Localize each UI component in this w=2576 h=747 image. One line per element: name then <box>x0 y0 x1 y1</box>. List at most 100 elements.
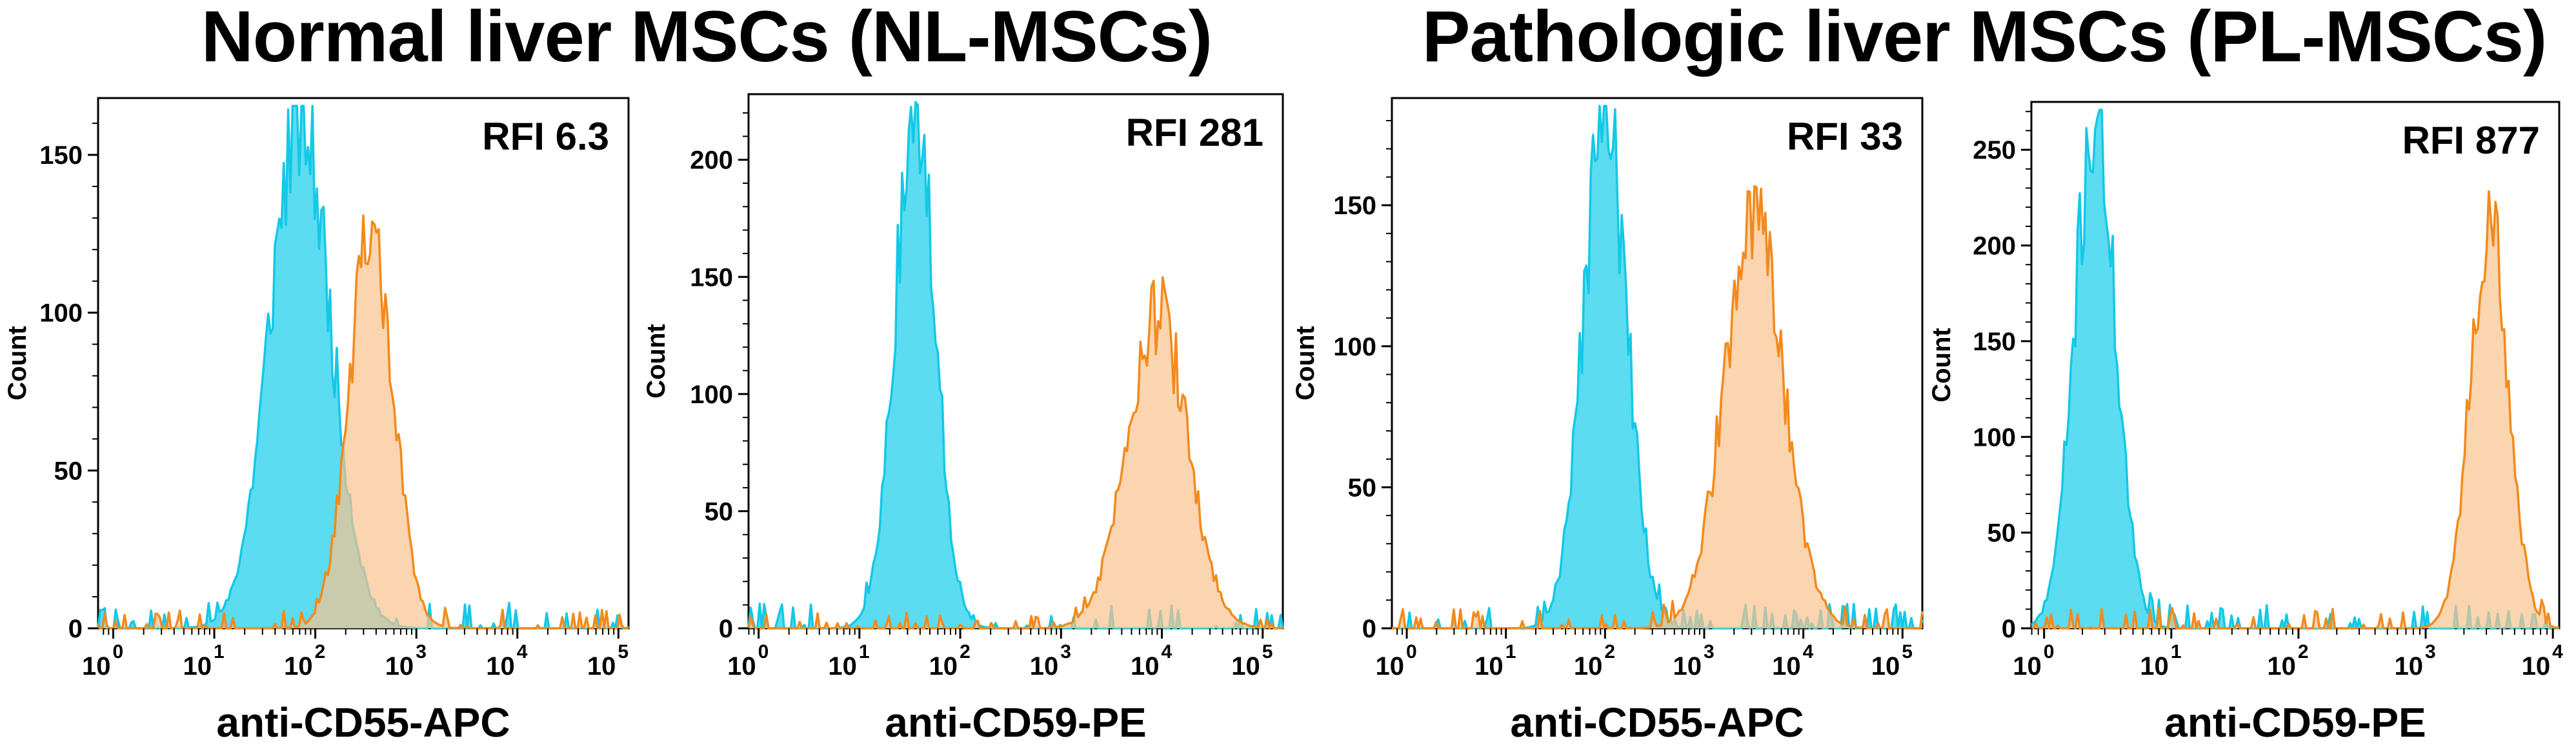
y-tick-label: 50 <box>1348 473 1377 502</box>
x-tick-exponent: 3 <box>1704 641 1715 662</box>
x-tick-exponent: 4 <box>2552 641 2563 662</box>
x-tick-label: 101 <box>2140 641 2181 681</box>
x-tick-base: 10 <box>1574 652 1603 681</box>
rfi-annotation: RFI 877 <box>2402 119 2540 162</box>
stained-histogram-area <box>1392 186 1922 628</box>
rfi-annotation: RFI 33 <box>1787 115 1903 158</box>
y-tick-label: 250 <box>1973 136 2016 164</box>
x-tick-base: 10 <box>1231 652 1260 681</box>
x-tick-label: 105 <box>587 641 629 681</box>
x-tick-exponent: 3 <box>416 641 427 662</box>
x-tick-exponent: 0 <box>1406 641 1417 662</box>
x-tick-exponent: 2 <box>960 641 971 662</box>
y-axis-label: Count <box>3 326 32 401</box>
plot-frame <box>1391 97 1924 630</box>
x-tick-exponent: 0 <box>2044 641 2055 662</box>
y-axis-label: Count <box>1927 328 1956 403</box>
x-tick-base: 10 <box>929 652 958 681</box>
x-tick-base: 10 <box>1673 652 1702 681</box>
x-tick-exponent: 5 <box>1902 641 1913 662</box>
x-axis-label: anti-CD55-APC <box>1510 699 1804 746</box>
y-tick-label: 150 <box>1333 192 1376 220</box>
y-tick-label: 100 <box>1333 333 1376 361</box>
y-tick-label: 150 <box>690 263 733 292</box>
x-tick-exponent: 2 <box>2298 641 2309 662</box>
x-tick-base: 10 <box>385 652 414 681</box>
x-tick-exponent: 5 <box>618 641 629 662</box>
x-tick-exponent: 1 <box>2171 641 2182 662</box>
y-tick-label: 150 <box>1973 328 2016 356</box>
x-tick-base: 10 <box>2395 652 2424 681</box>
stained-histogram-area <box>98 215 629 629</box>
x-tick-exponent: 3 <box>2425 641 2436 662</box>
x-tick-base: 10 <box>828 652 857 681</box>
x-tick-exponent: 0 <box>112 641 123 662</box>
y-tick-label: 0 <box>2002 615 2016 643</box>
rfi-annotation: RFI 281 <box>1126 111 1263 154</box>
x-tick-exponent: 2 <box>315 641 326 662</box>
y-tick-label: 50 <box>705 497 734 526</box>
y-tick-label: 150 <box>39 141 83 170</box>
stained-histogram-area <box>749 277 1283 628</box>
y-tick-label: 0 <box>68 615 83 643</box>
x-tick-base: 10 <box>183 652 212 681</box>
stained-histogram-area <box>2031 191 2559 628</box>
stained-histogram-line <box>747 276 1283 630</box>
y-axis-label: Count <box>1291 326 1320 401</box>
x-tick-label: 104 <box>2522 641 2564 681</box>
x-tick-label: 101 <box>183 641 225 681</box>
x-axis-label: anti-CD55-APC <box>216 699 510 746</box>
group-title-normal: Normal liver MSCs (NL-MSCs) <box>201 0 1212 77</box>
x-tick-base: 10 <box>587 652 616 681</box>
x-tick-exponent: 5 <box>1262 641 1273 662</box>
x-tick-label: 100 <box>82 641 123 681</box>
x-tick-base: 10 <box>2013 652 2042 681</box>
x-tick-base: 10 <box>1030 652 1059 681</box>
x-tick-exponent: 1 <box>1505 641 1516 662</box>
x-tick-base: 10 <box>1772 652 1801 681</box>
y-tick-label: 200 <box>1973 232 2016 261</box>
x-tick-base: 10 <box>486 652 515 681</box>
isotype-histogram-area <box>2031 110 2559 628</box>
y-axis-label: Count <box>642 324 670 399</box>
group-title-pathologic: Pathologic liver MSCs (PL-MSCs) <box>1422 0 2547 77</box>
y-tick-label: 50 <box>1987 519 2017 548</box>
x-tick-base: 10 <box>1376 652 1405 681</box>
x-tick-exponent: 1 <box>859 641 870 662</box>
x-tick-exponent: 4 <box>517 641 528 662</box>
x-tick-base: 10 <box>2267 652 2296 681</box>
x-tick-label: 103 <box>2395 641 2436 681</box>
x-tick-label: 105 <box>1231 641 1273 681</box>
y-tick-label: 100 <box>39 299 83 328</box>
y-tick-label: 0 <box>719 615 733 643</box>
x-tick-label: 102 <box>1574 641 1615 681</box>
x-tick-label: 100 <box>1376 641 1417 681</box>
x-axis-label: anti-CD59-PE <box>885 699 1146 746</box>
x-tick-exponent: 2 <box>1604 641 1615 662</box>
x-tick-label: 101 <box>1474 641 1516 681</box>
stained-histogram-line <box>1392 185 1924 630</box>
x-tick-label: 100 <box>727 641 769 681</box>
x-tick-label: 101 <box>828 641 869 681</box>
y-tick-label: 100 <box>690 381 733 409</box>
x-tick-base: 10 <box>1474 652 1504 681</box>
y-tick-label: 200 <box>690 146 733 175</box>
x-tick-base: 10 <box>1131 652 1160 681</box>
y-tick-label: 100 <box>1973 423 2016 452</box>
x-tick-label: 104 <box>1131 641 1172 681</box>
x-tick-label: 100 <box>2013 641 2054 681</box>
x-tick-base: 10 <box>2140 652 2169 681</box>
x-axis-label: anti-CD59-PE <box>2164 699 2426 746</box>
x-tick-base: 10 <box>284 652 313 681</box>
x-tick-exponent: 0 <box>758 641 769 662</box>
x-tick-base: 10 <box>727 652 756 681</box>
rfi-annotation: RFI 6.3 <box>482 115 609 158</box>
y-tick-label: 0 <box>1362 615 1376 643</box>
x-tick-base: 10 <box>1871 652 1900 681</box>
stained-histogram-line <box>2031 190 2560 630</box>
